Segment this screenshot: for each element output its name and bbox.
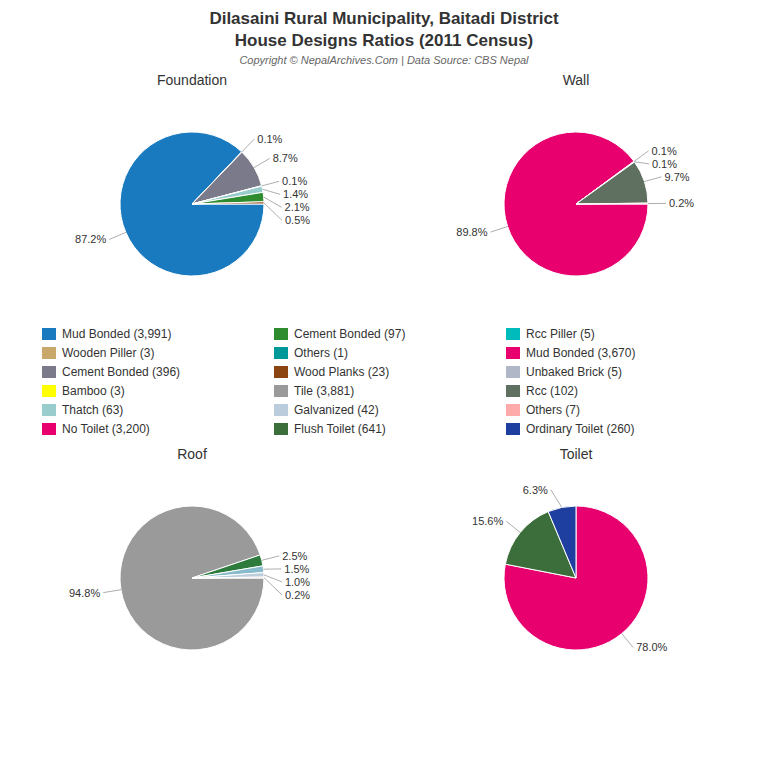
- svg-text:87.2%: 87.2%: [75, 233, 106, 245]
- svg-text:78.0%: 78.0%: [636, 641, 667, 653]
- html-text:Mud Bonded (3,991): Mud Bonded (3,991): [62, 326, 172, 341]
- html-text:Mud Bonded (3,670): Mud Bonded (3,670): [526, 345, 636, 360]
- html-text:Toilet: Toilet: [559, 446, 593, 462]
- html-text:Galvanized (42): Galvanized (42): [294, 402, 379, 417]
- html-text:Copyright © NepalArchives.Com: Copyright © NepalArchives.Com | Data Sou…: [239, 54, 529, 66]
- html-text:Others (7): Others (7): [526, 402, 580, 417]
- html-text:No Toilet (3,200): No Toilet (3,200): [62, 421, 150, 436]
- html-text:Rcc (102): Rcc (102): [526, 383, 578, 398]
- svg-text:1.5%: 1.5%: [284, 563, 309, 575]
- svg-text:0.2%: 0.2%: [285, 589, 310, 601]
- svg-text:8.7%: 8.7%: [273, 152, 298, 164]
- html-text:Tile (3,881): Tile (3,881): [294, 383, 355, 398]
- html-text:Ordinary Toilet (260): Ordinary Toilet (260): [526, 421, 635, 436]
- html-text:Thatch (63): Thatch (63): [62, 402, 124, 417]
- html-text:Wall: Wall: [562, 72, 590, 88]
- html-text:Unbaked Brick (5): Unbaked Brick (5): [526, 364, 622, 379]
- svg-text:6.3%: 6.3%: [523, 484, 548, 496]
- html-text:Wooden Piller (3): Wooden Piller (3): [62, 345, 155, 360]
- svg-text:1.4%: 1.4%: [283, 188, 308, 200]
- svg-text:2.1%: 2.1%: [285, 201, 310, 213]
- svg-text:0.1%: 0.1%: [257, 133, 282, 145]
- html-text:Others (1): Others (1): [294, 345, 348, 360]
- html-text:Roof: Roof: [177, 446, 207, 462]
- svg-text:2.5%: 2.5%: [282, 550, 307, 562]
- svg-text:0.1%: 0.1%: [282, 175, 307, 187]
- html-text:Dilasaini Rural Municipality,: Dilasaini Rural Municipality, Baitadi Di…: [209, 9, 559, 28]
- html-text:Flush Toilet (641): Flush Toilet (641): [294, 421, 386, 436]
- svg-text:0.5%: 0.5%: [285, 214, 310, 226]
- html-text:Rcc Piller (5): Rcc Piller (5): [526, 326, 595, 341]
- svg-text:89.8%: 89.8%: [456, 226, 487, 238]
- svg-text:94.8%: 94.8%: [69, 587, 100, 599]
- svg-text:9.7%: 9.7%: [664, 171, 689, 183]
- html-text:Bamboo (3): Bamboo (3): [62, 383, 125, 398]
- svg-text:15.6%: 15.6%: [472, 515, 503, 527]
- html-text:House Designs Ratios (2011 Cen: House Designs Ratios (2011 Census): [234, 31, 534, 50]
- html-text:Cement Bonded (396): Cement Bonded (396): [62, 364, 181, 379]
- html-text:Wood Planks (23): Wood Planks (23): [294, 364, 390, 379]
- svg-text:0.2%: 0.2%: [669, 197, 694, 209]
- svg-text:1.0%: 1.0%: [285, 576, 310, 588]
- html-text:Cement Bonded (97): Cement Bonded (97): [294, 326, 406, 341]
- svg-text:0.1%: 0.1%: [652, 158, 677, 170]
- html-text:Foundation: Foundation: [157, 72, 227, 88]
- svg-text:0.1%: 0.1%: [652, 145, 677, 157]
